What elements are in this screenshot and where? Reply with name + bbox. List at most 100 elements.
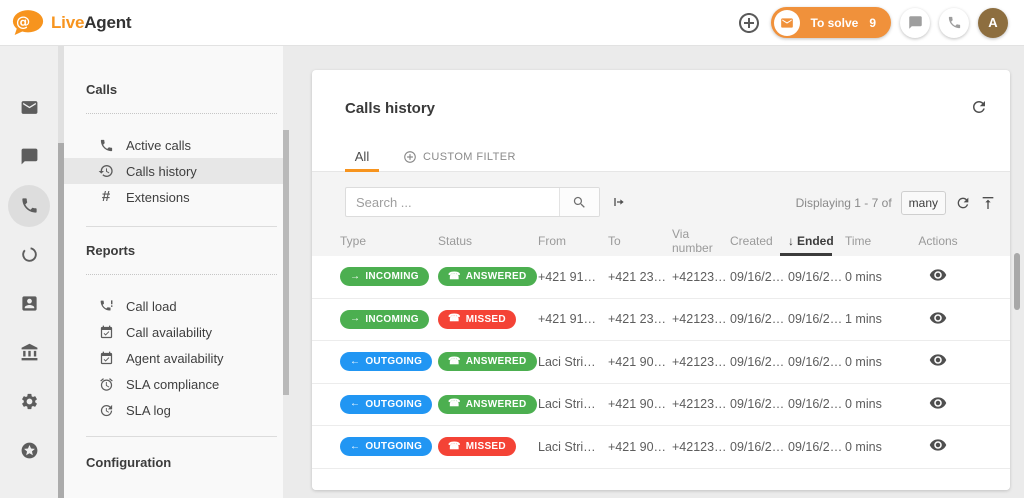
sidebar-item-extensions[interactable]: # Extensions	[64, 184, 283, 210]
sidebar-item-sla-compliance[interactable]: SLA compliance	[64, 371, 283, 397]
cell-ended: 09/16/2…	[788, 397, 843, 412]
contacts-icon	[20, 294, 39, 313]
table-row[interactable]: ← OUTGOING ☎ MISSED Laci Stri… +421 90… +4…	[312, 426, 1010, 469]
active-item-circle	[8, 184, 50, 227]
to-solve-button[interactable]: To solve 9	[770, 7, 891, 38]
forward-filter-button[interactable]	[611, 194, 627, 210]
cell-to: +421 90…	[608, 439, 667, 454]
col-from[interactable]: From	[538, 234, 566, 248]
tab-all[interactable]: All	[345, 142, 379, 172]
calendar-check-icon	[98, 350, 114, 366]
calendar-check-icon	[98, 324, 114, 340]
cell-ended: 09/16/2…	[788, 439, 843, 454]
col-type[interactable]: Type	[340, 234, 367, 248]
cell-time: 0 mins	[845, 269, 882, 284]
total-count-box[interactable]: many	[900, 191, 946, 215]
col-status[interactable]: Status	[438, 234, 473, 248]
col-to[interactable]: To	[608, 234, 621, 248]
status-badge-answered: ☎ ANSWERED	[438, 352, 537, 372]
rail-contacts-button[interactable]	[0, 279, 58, 328]
search-icon	[572, 195, 587, 210]
mail-icon	[20, 98, 39, 117]
view-call-button[interactable]	[929, 309, 947, 327]
table-refresh-button[interactable]	[955, 195, 971, 211]
sidebar-item-call-load[interactable]: Call load	[64, 293, 283, 319]
calls-table: → INCOMING ☎ ANSWERED +421 91… +421 23… +4…	[312, 256, 1010, 490]
cell-ended: 09/16/2…	[788, 269, 843, 284]
rail-scrollbar[interactable]	[58, 46, 64, 498]
col-created[interactable]: Created	[730, 234, 773, 248]
eye-icon	[929, 436, 947, 454]
sidebar-scrollbar[interactable]	[283, 46, 289, 498]
add-new-button[interactable]	[736, 10, 762, 36]
cell-created: 09/16/2…	[730, 397, 785, 412]
cell-to: +421 23…	[608, 269, 667, 284]
status-badge-missed: ☎ MISSED	[438, 309, 516, 329]
rail-chats-button[interactable]	[0, 132, 58, 181]
cell-created: 09/16/2…	[730, 354, 785, 369]
sidebar-item-active-calls[interactable]: Active calls	[64, 132, 283, 158]
cell-time: 0 mins	[845, 439, 882, 454]
rail-settings-button[interactable]	[0, 377, 58, 426]
table-row[interactable]: ← OUTGOING ☎ ANSWERED Laci Stri… +421 90… …	[312, 384, 1010, 426]
phone-icon: ☎	[448, 270, 461, 282]
view-call-button[interactable]	[929, 436, 947, 454]
eye-icon	[929, 309, 947, 327]
phone-alert-icon	[98, 298, 114, 314]
phone-icon: ☎	[448, 440, 461, 452]
sidebar-item-call-availability[interactable]: Call availability	[64, 319, 283, 345]
table-header-row: Type Status From To Via number Created ↓…	[312, 226, 1010, 256]
chats-button[interactable]	[900, 7, 930, 38]
cell-via: +42123…	[672, 354, 727, 369]
tab-bar: All CUSTOM FILTER	[312, 142, 1010, 172]
status-badge-answered: ☎ ANSWERED	[438, 267, 537, 287]
col-actions: Actions	[918, 234, 958, 248]
sidebar-scrollbar-thumb[interactable]	[283, 130, 289, 395]
status-badge-missed: ☎ MISSED	[438, 437, 516, 457]
eye-icon	[929, 266, 947, 284]
plus-circle-icon	[403, 150, 417, 164]
col-ended-sorted[interactable]: ↓ Ended	[780, 226, 845, 256]
cell-from: Laci Stri…	[538, 439, 596, 454]
refresh-icon	[970, 98, 988, 116]
phone-icon: ☎	[448, 398, 461, 410]
arrow-right-icon: →	[350, 313, 361, 325]
view-call-button[interactable]	[929, 394, 947, 412]
search-input[interactable]	[346, 188, 559, 216]
plus-circle-icon	[737, 11, 761, 35]
table-row[interactable]: ← OUTGOING ☎ ANSWERED Laci Stri… +421 90… …	[312, 341, 1010, 384]
col-via-number[interactable]: Via number	[672, 227, 713, 255]
type-badge-outgoing: ← OUTGOING	[340, 352, 433, 372]
table-row[interactable]: → INCOMING ☎ ANSWERED +421 91… +421 23… +4…	[312, 256, 1010, 299]
rail-scrollbar-thumb[interactable]	[58, 143, 64, 498]
panel-refresh-button[interactable]	[970, 98, 988, 116]
rail-cycle-button[interactable]	[0, 230, 58, 279]
divider	[86, 226, 277, 227]
scroll-top-button[interactable]	[980, 195, 996, 211]
view-call-button[interactable]	[929, 266, 947, 284]
table-row[interactable]: → INCOMING ☎ MISSED +421 91… +421 23… +421…	[312, 299, 1010, 341]
cell-from: Laci Stri…	[538, 397, 596, 412]
phone-icon: ☎	[448, 313, 461, 325]
calls-button[interactable]	[939, 7, 969, 38]
rail-addons-button[interactable]	[0, 426, 58, 475]
table-scrollbar-thumb[interactable]	[1014, 253, 1020, 310]
view-call-button[interactable]	[929, 351, 947, 369]
sidebar-item-sla-log[interactable]: SLA log	[64, 397, 283, 423]
tab-custom-filter[interactable]: CUSTOM FILTER	[403, 150, 516, 164]
page-title: Calls history	[345, 100, 436, 117]
cell-created: 09/16/2…	[730, 312, 785, 327]
sidebar-item-agent-availability[interactable]: Agent availability	[64, 345, 283, 371]
avatar[interactable]: A	[978, 7, 1008, 38]
search-button[interactable]	[559, 188, 599, 216]
eye-icon	[929, 394, 947, 412]
rail-calls-button[interactable]	[0, 181, 58, 230]
arrow-left-icon: ←	[350, 398, 361, 410]
calls-history-panel: Calls history All CUSTOM FILTER Displayi…	[312, 70, 1010, 490]
sidebar-item-calls-history[interactable]: Calls history	[64, 158, 283, 184]
rail-tickets-button[interactable]	[0, 83, 58, 132]
rail-billing-button[interactable]	[0, 328, 58, 377]
table-scrollbar[interactable]	[1014, 46, 1020, 498]
displaying-label: Displaying 1 - 7 of	[795, 196, 892, 210]
col-time[interactable]: Time	[845, 234, 872, 248]
